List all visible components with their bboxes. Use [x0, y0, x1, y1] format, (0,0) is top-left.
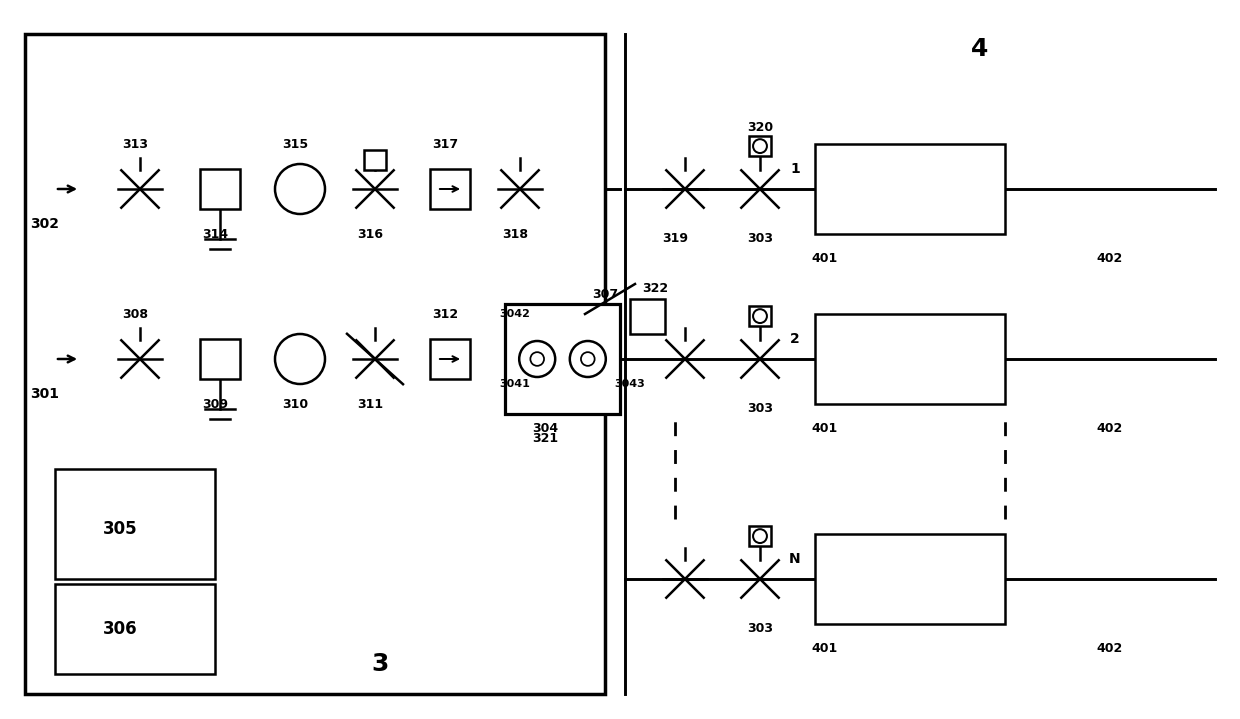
Text: 304: 304 — [532, 423, 558, 436]
Text: 317: 317 — [432, 137, 458, 150]
Bar — [430, 339, 470, 379]
Text: 313: 313 — [122, 137, 148, 150]
Circle shape — [753, 309, 766, 323]
Text: 311: 311 — [357, 398, 383, 411]
Text: 401: 401 — [812, 252, 838, 265]
Circle shape — [520, 341, 556, 377]
Bar — [815, 314, 1004, 404]
Text: 322: 322 — [642, 283, 668, 296]
Bar — [25, 34, 605, 694]
Text: 401: 401 — [812, 423, 838, 436]
Text: 303: 303 — [746, 623, 773, 636]
Text: 3041: 3041 — [500, 379, 531, 389]
Bar — [365, 150, 386, 170]
Circle shape — [582, 352, 595, 366]
Text: 401: 401 — [812, 643, 838, 656]
Text: 310: 310 — [281, 398, 308, 411]
Text: 306: 306 — [103, 620, 138, 638]
Text: 315: 315 — [281, 137, 308, 150]
Text: 402: 402 — [1097, 252, 1123, 265]
Bar — [815, 534, 1004, 624]
Bar — [200, 339, 241, 379]
Bar — [749, 136, 771, 156]
Text: 303: 303 — [746, 403, 773, 416]
Text: 2: 2 — [790, 332, 800, 346]
Text: 319: 319 — [662, 232, 688, 245]
Text: 3: 3 — [371, 652, 388, 676]
Bar — [55, 584, 215, 674]
Text: 321: 321 — [532, 433, 558, 446]
Text: 309: 309 — [202, 398, 228, 411]
Text: 318: 318 — [502, 227, 528, 240]
Circle shape — [275, 164, 325, 214]
Text: 3042: 3042 — [500, 309, 531, 319]
Bar — [55, 469, 215, 579]
Text: 320: 320 — [746, 121, 773, 134]
Bar — [430, 169, 470, 209]
Text: 303: 303 — [746, 232, 773, 245]
Bar — [749, 526, 771, 546]
Circle shape — [753, 529, 766, 543]
Text: 314: 314 — [202, 227, 228, 240]
Text: 308: 308 — [122, 308, 148, 321]
Text: N: N — [789, 552, 801, 566]
Text: 4: 4 — [971, 37, 988, 61]
Text: 312: 312 — [432, 308, 458, 321]
Text: 316: 316 — [357, 227, 383, 240]
Circle shape — [570, 341, 606, 377]
Circle shape — [753, 139, 766, 153]
Text: 307: 307 — [591, 288, 618, 301]
Circle shape — [531, 352, 544, 366]
Circle shape — [275, 334, 325, 384]
Text: 402: 402 — [1097, 643, 1123, 656]
Bar — [200, 169, 241, 209]
Bar — [505, 304, 620, 414]
Text: 3043: 3043 — [615, 379, 645, 389]
Text: 402: 402 — [1097, 423, 1123, 436]
Text: 305: 305 — [103, 520, 138, 538]
Bar — [630, 299, 665, 334]
Bar — [815, 144, 1004, 234]
Bar — [749, 306, 771, 326]
Text: 301: 301 — [31, 387, 60, 401]
Text: 1: 1 — [790, 162, 800, 176]
Text: 302: 302 — [31, 217, 60, 231]
